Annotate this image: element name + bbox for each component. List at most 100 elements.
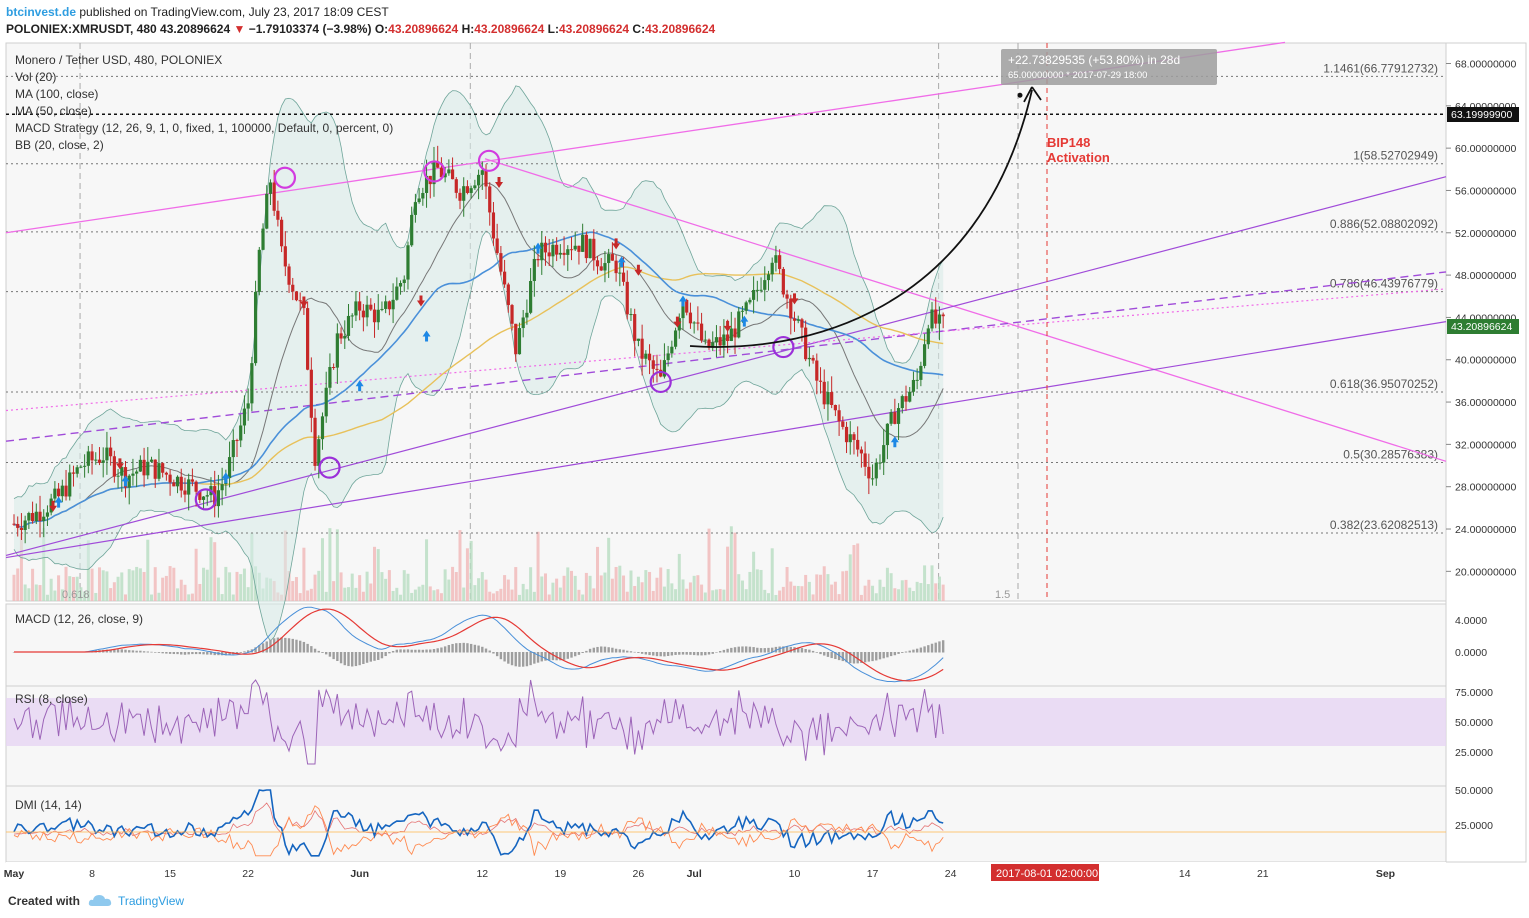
candle-body [68, 472, 72, 497]
site-name[interactable]: btcinvest.de [6, 5, 77, 19]
macd-histogram-bar [287, 638, 291, 653]
volume-bar [358, 575, 362, 601]
bb-upper [13, 85, 944, 499]
measure-text-2: 65.00000000 * 2017-07-29 18:00 [1008, 70, 1147, 81]
macd-histogram-bar [347, 652, 350, 667]
candle-body [447, 169, 451, 174]
last-price: 43.20896624 [160, 22, 231, 36]
macd-histogram-bar [429, 649, 432, 653]
tradingview-link[interactable]: TradingView [118, 894, 185, 908]
candle-body [610, 254, 614, 261]
volume-bar [317, 570, 321, 601]
macd-label[interactable]: MACD (12, 26, close, 9) [15, 612, 143, 626]
publish-line: btcinvest.de published on TradingView.co… [6, 5, 389, 19]
sell-arrow [49, 500, 58, 512]
fib-label: 0.886(52.08802092) [1330, 217, 1438, 231]
candle-body [187, 479, 191, 495]
volume-bar [109, 588, 113, 601]
volume-bar [874, 593, 878, 601]
volume-bar [384, 578, 388, 601]
legend-ma100[interactable]: MA (100, close) [15, 87, 98, 101]
candle-body [540, 242, 544, 261]
price-axis-pane[interactable] [1445, 42, 1527, 863]
candle-body [569, 249, 574, 251]
volume-bar [27, 588, 31, 601]
candle-body [57, 488, 61, 497]
macd-histogram-bar [915, 648, 919, 653]
volume-bar [60, 589, 64, 601]
candle-body [607, 254, 611, 264]
macd-histogram-bar [529, 652, 532, 666]
volume-bar [142, 571, 146, 601]
macd-pane[interactable] [5, 603, 1447, 687]
candle-body [294, 291, 299, 301]
time-tick-label: 14 [1179, 868, 1191, 880]
buy-arrow [617, 256, 626, 268]
macd-histogram-bar [897, 652, 900, 654]
candle-body [90, 451, 94, 461]
macd-histogram-bar [451, 643, 454, 653]
touch-circle [772, 335, 795, 359]
candle-body [216, 490, 221, 507]
legend-title[interactable]: Monero / Tether USD, 480, POLONIEX [15, 53, 222, 67]
macd-histogram-bar [128, 650, 131, 653]
volume-bar [131, 570, 135, 601]
legend-bb[interactable]: BB (20, close, 2) [15, 138, 104, 152]
volume-bar [897, 589, 901, 601]
legend-vol[interactable]: Vol (20) [15, 70, 56, 84]
macd-histogram-bar [421, 649, 425, 653]
candle-body [822, 381, 826, 405]
macd-histogram-bar [577, 652, 581, 655]
candle-body [443, 173, 447, 178]
sell-arrow [634, 264, 643, 276]
macd-histogram-bar [235, 652, 239, 654]
legend-macd-strategy[interactable]: MACD Strategy (12, 26, 9, 1, 0, fixed, 1… [15, 121, 393, 135]
candle-body [930, 309, 934, 329]
candle-body [34, 511, 38, 522]
candle-body [49, 498, 53, 513]
volume-bar [822, 566, 826, 601]
macd-histogram-bar [663, 652, 666, 657]
macd-histogram-bar [447, 645, 451, 653]
macd-histogram-bar [399, 649, 402, 653]
macd-histogram-bar [310, 646, 313, 653]
macd-histogram-bar [518, 652, 521, 667]
volume-bar [800, 586, 804, 601]
time-axis-pane[interactable] [6, 862, 1446, 882]
volume-bar [198, 583, 202, 601]
candle-body [465, 186, 470, 193]
rsi-label[interactable]: RSI (8, close) [15, 692, 88, 706]
candle-body [365, 304, 369, 318]
date-marker-label: 2017-08-01 02:00:00 [996, 868, 1098, 880]
candle-body [291, 284, 295, 292]
candle-body [27, 513, 31, 521]
candle-body [811, 357, 815, 361]
volume-bar [469, 540, 473, 601]
measure-box [1001, 49, 1217, 85]
volume-bar [454, 572, 458, 601]
dmi-label[interactable]: DMI (14, 14) [15, 798, 82, 812]
volume-bar [703, 592, 707, 601]
volume-bar [815, 574, 819, 601]
macd-histogram-bar [837, 652, 841, 661]
macd-histogram-bar [440, 647, 443, 653]
macd-histogram-bar [611, 647, 614, 653]
candle-body [666, 353, 670, 361]
candle-body [235, 440, 239, 442]
macd-histogram-bar [116, 649, 120, 653]
volume-bar [42, 527, 46, 601]
candle-body [841, 421, 845, 427]
legend-ma50[interactable]: MA (50, close) [15, 104, 92, 118]
volume-bar [737, 574, 741, 601]
volume-bar [124, 594, 127, 601]
volume-bar [410, 592, 414, 601]
dmi-pane[interactable] [5, 785, 1447, 863]
volume-bar [49, 578, 53, 601]
chart-canvas[interactable]: 1.1461(66.77912732) 1(58.52702949) 0.886(5… [0, 40, 1529, 884]
volume-bar [714, 589, 718, 601]
candle-body [97, 459, 102, 463]
volume-bar [75, 576, 79, 601]
candle-body [135, 471, 139, 474]
macd-histogram-bar [362, 652, 365, 664]
time-tick-label: 24 [945, 868, 957, 880]
